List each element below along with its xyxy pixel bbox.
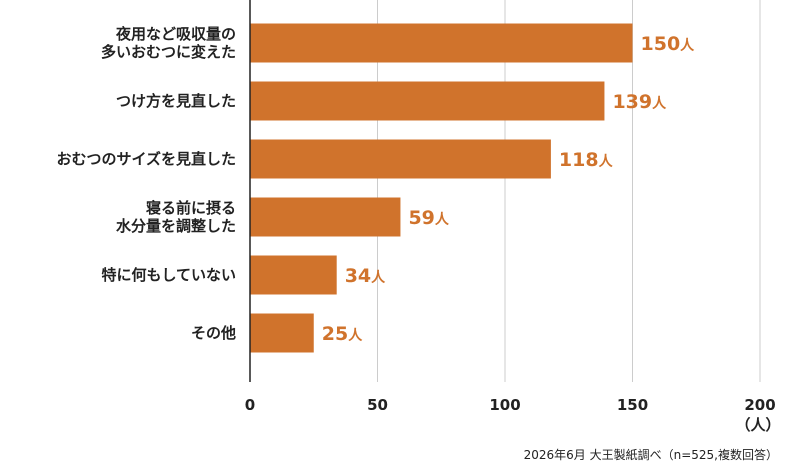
value-number: 25 (322, 323, 348, 345)
bar (250, 255, 337, 295)
x-tick-label: 150 (617, 396, 648, 414)
x-axis-unit-label: （人） (735, 416, 780, 434)
value-number: 139 (612, 91, 652, 113)
value-label: 25人 (322, 323, 363, 345)
value-number: 150 (641, 33, 681, 55)
value-number: 34 (345, 265, 371, 287)
x-tick-label: 200 (744, 396, 775, 414)
bar (250, 23, 633, 63)
category-label-line: 多いおむつに変えた (101, 43, 236, 61)
value-label: 118人 (559, 149, 614, 171)
category-label-line: 特に何もしていない (101, 266, 236, 284)
category-label: つけ方を見直した (116, 92, 236, 110)
bar (250, 81, 605, 121)
category-labels: 夜用など吸収量の多いおむつに変えたつけ方を見直したおむつのサイズを見直した寝る前… (56, 25, 236, 342)
category-label-line: 寝る前に摂る (146, 199, 236, 217)
category-label: 寝る前に摂る水分量を調整した (116, 199, 236, 235)
grid-lines (377, 0, 761, 382)
value-unit: 人 (371, 269, 386, 286)
category-label-line: つけ方を見直した (116, 92, 236, 110)
bars (250, 23, 633, 353)
value-unit: 人 (652, 95, 667, 112)
category-label-line: 水分量を調整した (116, 217, 236, 235)
value-unit: 人 (435, 211, 450, 228)
value-number: 59 (408, 207, 434, 229)
value-label: 34人 (345, 265, 386, 287)
bar (250, 197, 401, 237)
x-tick-label: 50 (367, 396, 388, 414)
x-tick-labels: 0 50 100 150 200 (245, 396, 776, 414)
category-label-line: おむつのサイズを見直した (56, 150, 236, 168)
category-label-line: 夜用など吸収量の (115, 25, 236, 43)
category-label-line: その他 (191, 324, 236, 342)
x-tick-label: 0 (245, 396, 255, 414)
x-tick-label: 100 (489, 396, 520, 414)
value-unit: 人 (599, 153, 614, 170)
value-unit: 人 (680, 37, 695, 54)
value-label: 150人 (641, 33, 696, 55)
category-label: その他 (191, 324, 236, 342)
category-label: おむつのサイズを見直した (56, 150, 236, 168)
value-unit: 人 (348, 327, 363, 344)
value-number: 118 (559, 149, 599, 171)
source-note: 2026年6月 大王製紙調べ（n=525,複数回答） (524, 447, 778, 462)
category-label: 夜用など吸収量の多いおむつに変えた (101, 25, 236, 61)
bar (250, 139, 551, 179)
bar (250, 313, 314, 353)
value-label: 139人 (612, 91, 667, 113)
category-label: 特に何もしていない (101, 266, 236, 284)
value-label: 59人 (408, 207, 449, 229)
